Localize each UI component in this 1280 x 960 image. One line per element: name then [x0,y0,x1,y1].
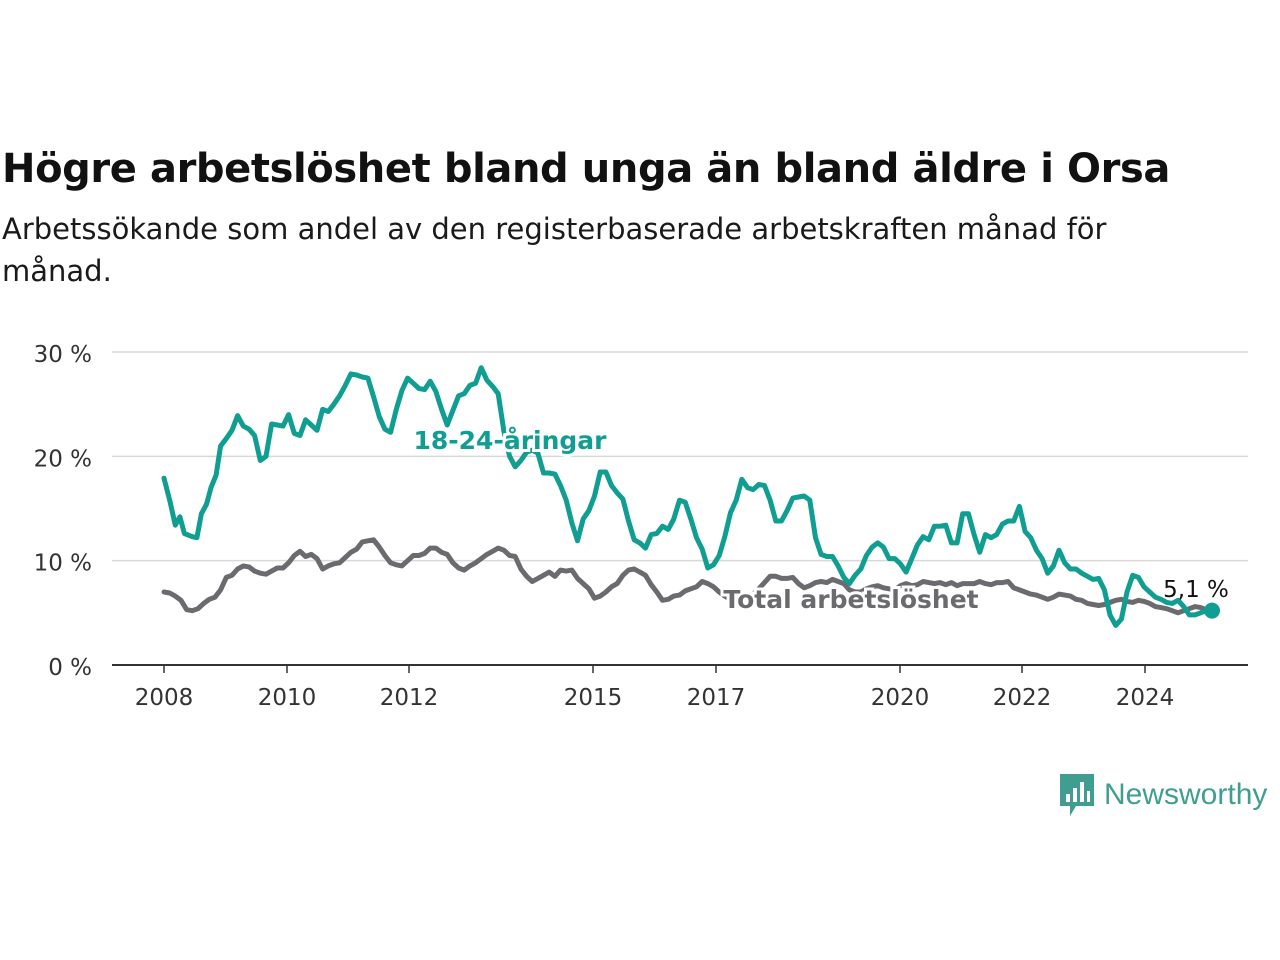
series-line-total [161,537,1215,616]
y-tick-label: 0 % [48,655,92,681]
x-tick-label: 2012 [380,685,439,711]
y-tick-label: 20 % [34,446,92,472]
chart-subtitle: Arbetssökande som andel av den registerb… [2,212,1107,288]
y-tick-label: 10 % [34,551,92,577]
x-tick-label: 2020 [871,685,930,711]
newsworthy-logo: Newsworthy [1058,772,1267,818]
chart-title: Högre arbetslöshet bland unga än bland ä… [2,146,1170,192]
series-label-youth: 18-24-åringar [414,426,608,455]
x-tick-label: 2008 [135,685,194,711]
logo-text: Newsworthy [1104,778,1268,811]
bar-chart-speech-bubble-icon [1060,774,1094,816]
x-tick-label: 2024 [1116,685,1175,711]
series-line-youth [161,365,1215,628]
end-value-label: 5,1 % [1163,577,1229,603]
x-tick-label: 2017 [687,685,746,711]
series-label-total: Total arbetslöshet [723,585,978,614]
y-tick-label: 30 % [34,342,92,368]
end-point-marker [1204,602,1220,619]
x-tick-label: 2010 [258,685,317,711]
x-tick-label: 2022 [993,685,1052,711]
x-tick-label: 2015 [564,685,623,711]
